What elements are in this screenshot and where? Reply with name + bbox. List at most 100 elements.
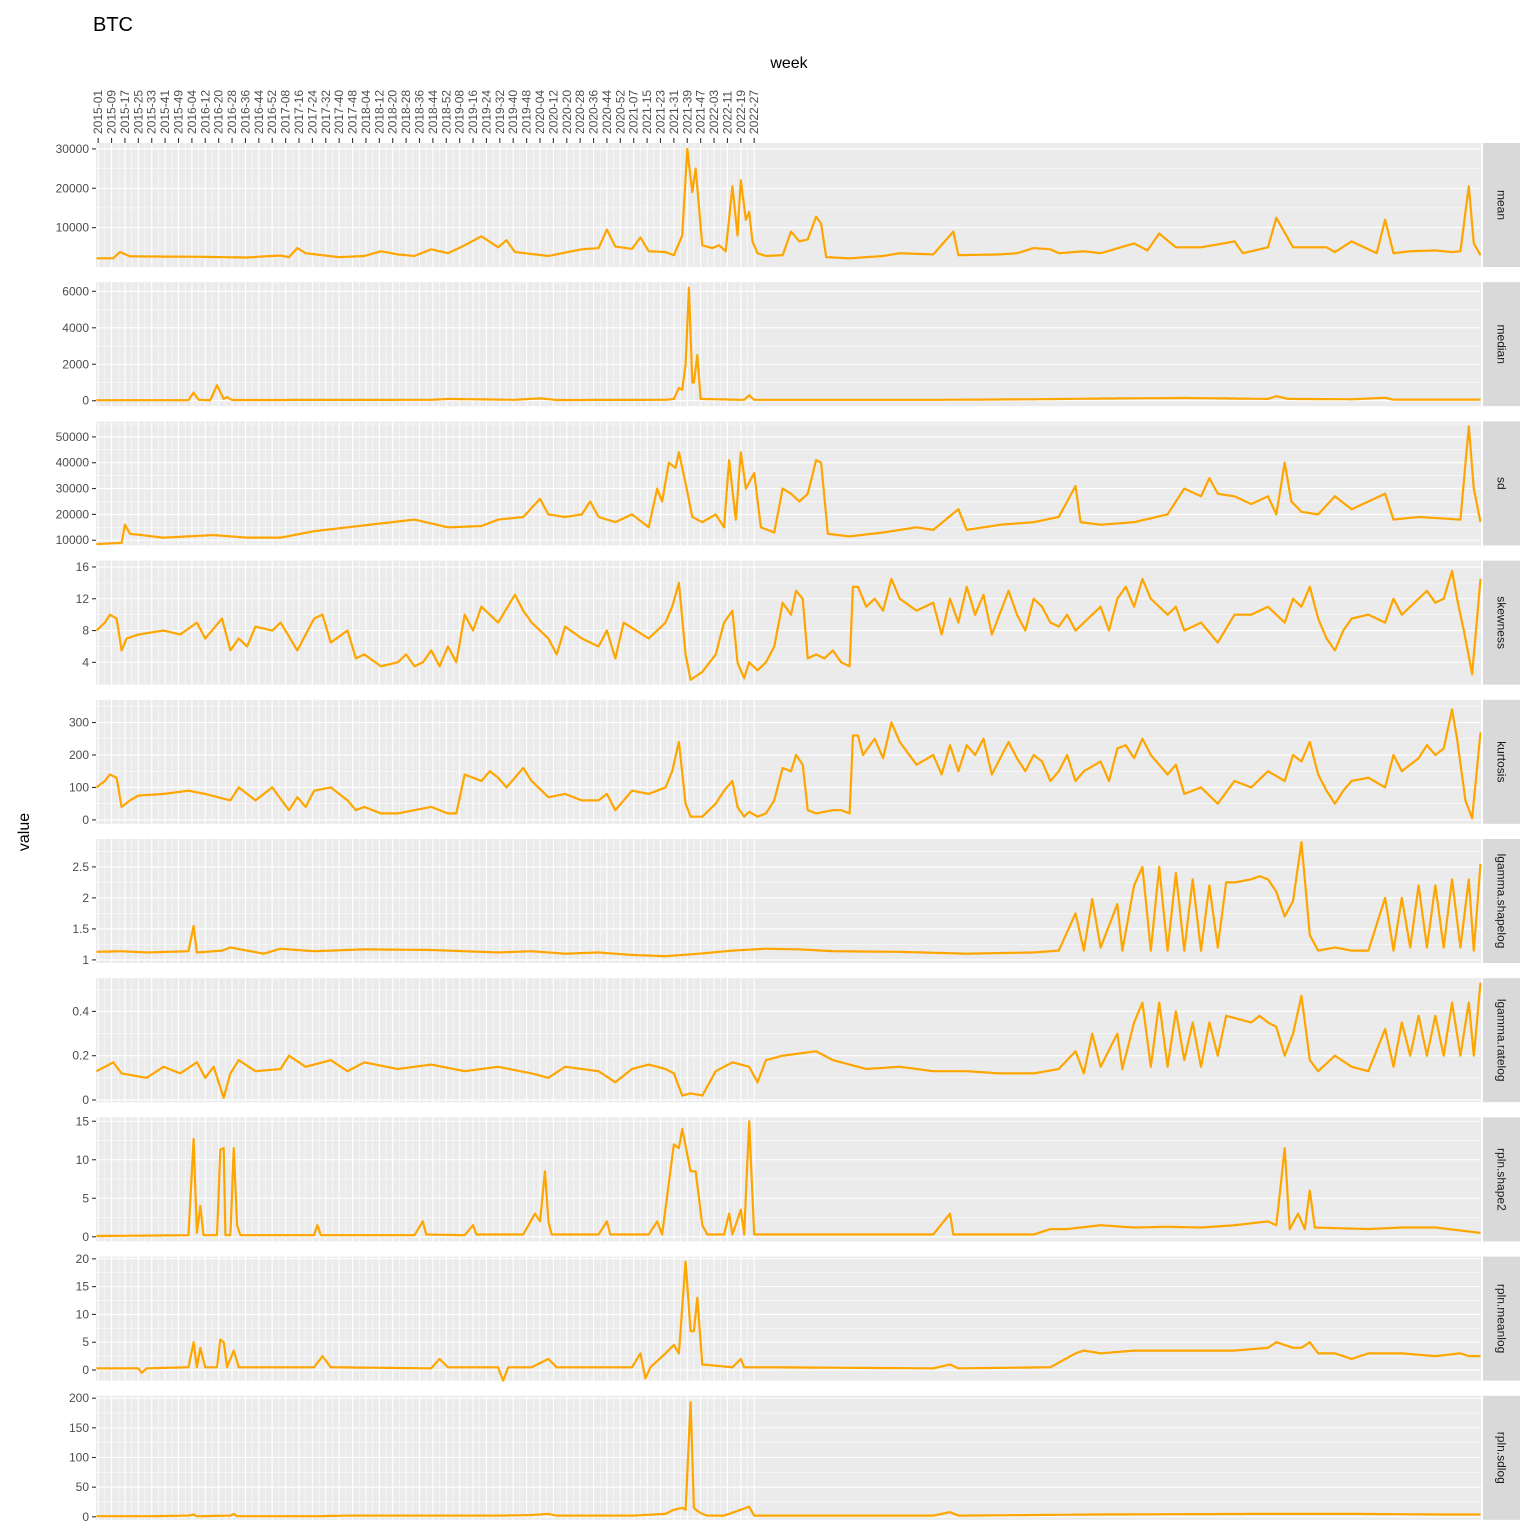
x-tick-label: 2017-48 [346, 90, 360, 134]
x-tick-label: 2019-08 [453, 90, 467, 134]
x-tick-label: 2019-48 [520, 90, 534, 134]
x-tick-label: 2022-03 [707, 90, 721, 134]
x-tick-label: 2018-44 [426, 90, 440, 134]
y-tick-label: 30000 [56, 482, 90, 496]
y-tick-label: 100 [69, 780, 89, 794]
series-line-mean [96, 147, 1482, 260]
facet-strip [1483, 1256, 1520, 1381]
y-tick-label: 30000 [56, 142, 90, 156]
y-tick-label: 10000 [56, 533, 90, 547]
facet-panel-kurtosis: 0 100 200 300 kurtosis [69, 699, 1520, 827]
x-tick-label: 2022-19 [734, 90, 748, 134]
panel-background [96, 560, 1481, 685]
x-tick-label: 2021-15 [640, 90, 654, 134]
x-tick-label: 2021-31 [667, 90, 681, 134]
facet-panel-rpln-sdlog: 0 50 100 150 200 rpln.sdlog [69, 1391, 1520, 1524]
panel-background [96, 839, 1481, 963]
x-tick-label: 2016-52 [265, 90, 279, 134]
x-tick-label: 2017-32 [319, 90, 333, 134]
x-tick-label: 2020-04 [533, 90, 547, 134]
x-tick-label: 2015-49 [172, 90, 186, 134]
y-tick-label: 15 [76, 1114, 90, 1128]
y-tick-label: 2 [82, 891, 89, 905]
x-tick-label: 2017-16 [292, 90, 306, 134]
y-tick-label: 200 [69, 1391, 89, 1405]
y-tick-label: 1 [82, 953, 89, 967]
series-line-lgamma-shapelog [96, 841, 1482, 958]
x-tick-label: 2016-12 [198, 90, 212, 134]
facet-panel-lgamma-shapelog: 1 1.5 2 2.5 lgamma.shapelog [72, 839, 1520, 967]
series-line-kurtosis [95, 708, 1482, 820]
x-tick-label: 2016-04 [185, 90, 199, 134]
series-line-rpln-sdlog [96, 1401, 1481, 1518]
y-tick-label: 0 [82, 1510, 89, 1524]
facet-panel-rpln-shape2: 0 5 10 15 rpln.shape2 [76, 1114, 1520, 1244]
x-tick-label: 2020-52 [613, 90, 627, 134]
panel-background [96, 1256, 1481, 1381]
x-axis-ticks: 2015-01 2015-09 2015-17 2015-25 2015-33 2015-… [91, 90, 761, 143]
x-tick-label: 2015-01 [91, 90, 105, 134]
y-tick-label: 100 [69, 1451, 89, 1465]
chart-title: BTC [93, 14, 133, 36]
panel-background [96, 978, 1481, 1103]
facet-strip [1483, 839, 1520, 963]
x-tick-label: 2022-11 [720, 91, 734, 134]
x-tick-label: 2018-28 [399, 90, 413, 134]
facet-strip [1483, 1117, 1520, 1242]
x-tick-label: 2018-52 [439, 90, 453, 134]
y-tick-label: 0.4 [72, 1004, 89, 1018]
facet-strip [1483, 560, 1520, 685]
x-tick-label: 2018-36 [412, 90, 426, 134]
y-tick-label: 40000 [56, 456, 90, 470]
facet-panel-rpln-meanlog: 0 5 10 15 20 rpln.meanlog [76, 1252, 1520, 1382]
x-tick-label: 2019-24 [479, 90, 493, 134]
x-tick-label: 2019-16 [466, 90, 480, 134]
x-tick-label: 2019-32 [493, 90, 507, 134]
facet-panel-sd: 10000 20000 30000 40000 50000 sd [56, 421, 1520, 547]
x-tick-label: 2015-25 [131, 90, 145, 134]
x-tick-label: 2016-28 [225, 90, 239, 134]
facet-strip-label: skewness [1495, 596, 1509, 649]
x-tick-label: 2015-09 [105, 90, 119, 134]
y-axis-label: value [16, 813, 33, 851]
x-tick-label: 2020-28 [573, 90, 587, 134]
facet-strip [1483, 1395, 1520, 1520]
y-tick-label: 10 [76, 1307, 90, 1321]
y-tick-label: 20000 [56, 507, 90, 521]
series-line-rpln-shape2 [96, 1120, 1481, 1238]
y-tick-label: 15 [76, 1280, 90, 1294]
y-tick-label: 50000 [56, 430, 90, 444]
y-tick-label: 0 [82, 813, 89, 827]
y-tick-label: 5 [82, 1335, 89, 1349]
panel-background [96, 143, 1481, 267]
x-tick-label: 2020-20 [560, 90, 574, 134]
y-tick-label: 10 [76, 1153, 90, 1167]
panel-background [96, 1117, 1481, 1242]
series-line-rpln-meanlog [96, 1260, 1481, 1382]
x-tick-label: 2016-44 [252, 90, 266, 134]
y-tick-label: 0 [82, 394, 89, 408]
facet-panel-skewness: 4 8 12 16 skewness [76, 560, 1520, 685]
y-tick-label: 2000 [62, 357, 89, 371]
x-tick-label: 2017-24 [305, 90, 319, 134]
facet-strip-label: median [1495, 325, 1509, 364]
x-tick-label: 2021-39 [680, 90, 694, 134]
x-tick-label: 2018-20 [386, 90, 400, 134]
x-tick-label: 2021-07 [627, 90, 641, 134]
series-line-skewness [95, 569, 1482, 681]
y-tick-label: 2.5 [72, 860, 89, 874]
x-tick-label: 2017-08 [279, 90, 293, 134]
x-tick-label: 2018-04 [359, 90, 373, 134]
y-tick-label: 8 [82, 624, 89, 638]
series-line-lgamma-ratelog [95, 982, 1482, 1099]
y-tick-label: 1.5 [72, 922, 89, 936]
y-tick-label: 12 [76, 592, 90, 606]
facet-panels: 100002000030000mean0200040006000median10… [56, 142, 1520, 1524]
y-tick-label: 20 [76, 1252, 90, 1266]
facet-strip-label: rpln.sdlog [1495, 1432, 1509, 1484]
y-tick-label: 0 [82, 1093, 89, 1107]
facet-strip [1483, 421, 1520, 546]
facet-strip-label: rpln.shape2 [1495, 1148, 1509, 1211]
y-tick-label: 10000 [56, 221, 90, 235]
x-tick-label: 2019-40 [506, 90, 520, 134]
